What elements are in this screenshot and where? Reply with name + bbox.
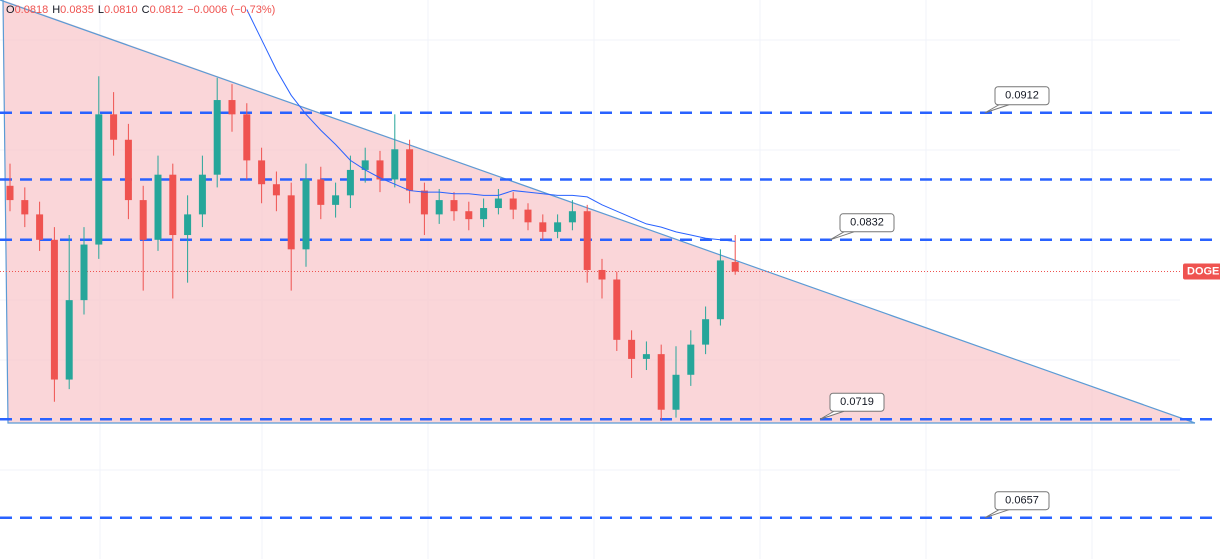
candle-body: [361, 160, 369, 170]
candle-body: [628, 339, 636, 359]
candle-body: [613, 279, 621, 340]
candle-body: [287, 195, 295, 250]
candle-body: [332, 195, 340, 205]
label-pointer: [984, 104, 1010, 114]
candle-body: [95, 114, 103, 245]
candle-body: [406, 149, 414, 191]
candle-body: [139, 200, 147, 240]
candle-body: [420, 190, 428, 215]
candle-body: [554, 222, 562, 232]
candle-body: [539, 222, 547, 232]
label-box: [829, 392, 885, 412]
header-value: 0.0810: [104, 4, 138, 16]
header-value: 0.0812: [150, 4, 184, 16]
candle-body: [213, 100, 221, 175]
level-label: 0.0832: [850, 217, 884, 229]
candle-body: [672, 374, 680, 410]
candle-body: [450, 200, 458, 212]
header-value: 0.0835: [60, 4, 94, 16]
moving-average: [246, 9, 736, 242]
symbol-tag: [1183, 263, 1220, 280]
candle-body: [524, 209, 532, 223]
header-key: O: [6, 4, 15, 16]
header-key: C: [142, 4, 150, 16]
candle-body: [21, 200, 29, 215]
level-label: 0.0657: [1005, 495, 1039, 507]
label-pointer: [829, 231, 855, 241]
candle-body: [36, 214, 44, 240]
candle-body: [494, 198, 502, 209]
header-value: 0.0818: [15, 4, 49, 16]
triangle-outline: [0, 0, 1196, 424]
label-box: [839, 213, 895, 233]
candle-body: [716, 260, 724, 320]
candle-body: [568, 211, 576, 223]
label-box: [994, 491, 1050, 511]
header-change: −0.0006 (−0.73%): [187, 4, 275, 16]
level-labels: 0.0912 0.0832 0.0719 0.0657 DOGE: [819, 86, 1220, 519]
label-pointer: [819, 410, 845, 420]
label-box: [994, 86, 1050, 106]
candle-body: [731, 262, 739, 272]
candle-body: [65, 300, 73, 380]
candle-body: [243, 114, 251, 161]
label-pointer: [984, 509, 1010, 519]
symbol-label: DOGE: [1187, 265, 1219, 277]
candle-body: [6, 185, 14, 201]
candle-body: [184, 214, 192, 236]
triangle-outline: [2, 0, 1195, 424]
candle-body: [80, 244, 88, 301]
candle-body: [598, 269, 606, 280]
candle-body: [391, 149, 399, 180]
candle-body: [272, 184, 280, 196]
candle-body: [465, 211, 473, 220]
level-label: 0.0719: [840, 396, 874, 408]
candle-body: [228, 100, 236, 115]
candle-body: [124, 139, 132, 201]
candle-body: [642, 354, 650, 359]
level-label: 0.0912: [1005, 90, 1039, 102]
candle-body: [435, 200, 443, 215]
candle-body: [258, 160, 266, 185]
candle-body: [317, 179, 325, 205]
candle-body: [50, 239, 58, 380]
candle-body: [169, 174, 177, 236]
header-key: H: [52, 4, 60, 16]
candle-body: [198, 174, 206, 215]
candle-body: [480, 208, 488, 220]
candle-body: [583, 211, 591, 270]
candle-body: [110, 114, 118, 140]
header-key: L: [98, 4, 104, 16]
candle-body: [346, 169, 354, 196]
candle-body: [154, 174, 162, 240]
candle-body: [509, 198, 517, 210]
candle-body: [302, 179, 310, 250]
candle-body: [376, 160, 384, 180]
ohlc-header: O 0.0818 H 0.0835 L 0.0810 C 0.0812 −0.0006 (−0.…: [6, 4, 275, 16]
candles: [6, 9, 739, 421]
candle-body: [702, 319, 710, 345]
candle-body: [687, 344, 695, 375]
candle-body: [657, 354, 665, 410]
